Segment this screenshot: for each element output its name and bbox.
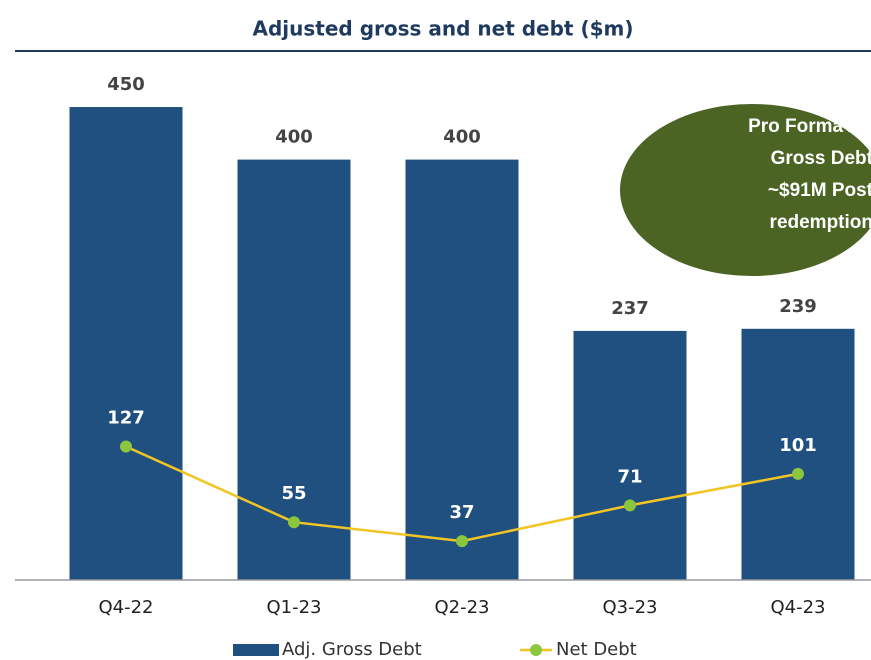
x-tick-label: Q3-23 bbox=[602, 597, 657, 618]
line-marker bbox=[792, 467, 804, 480]
callout-text: Gross Debt bbox=[771, 148, 871, 169]
bar-value-label: 237 bbox=[611, 298, 649, 319]
line-marker bbox=[120, 440, 132, 453]
chart-title: Adjusted gross and net debt ($m) bbox=[253, 17, 634, 41]
line-value-label: 127 bbox=[107, 408, 145, 429]
bar-value-label: 239 bbox=[779, 296, 817, 317]
bar bbox=[237, 159, 351, 580]
bar-value-label: 400 bbox=[443, 127, 481, 148]
bar-value-label: 450 bbox=[107, 74, 145, 95]
bar-value-label: 400 bbox=[275, 127, 313, 148]
x-tick-label: Q2-23 bbox=[434, 597, 489, 618]
callout-text: Pro Forma Ad bbox=[748, 116, 871, 137]
line-value-label: 55 bbox=[281, 483, 306, 504]
x-tick-label: Q4-23 bbox=[770, 597, 825, 618]
line-value-label: 37 bbox=[449, 502, 474, 523]
callout-bubble bbox=[620, 104, 871, 276]
bar bbox=[741, 328, 855, 580]
line-marker bbox=[456, 535, 468, 548]
line-marker bbox=[288, 516, 300, 529]
legend-marker bbox=[530, 644, 542, 656]
legend-swatch bbox=[233, 644, 279, 656]
bar bbox=[573, 330, 687, 580]
callout-text: ~$91M Post bbox=[768, 180, 871, 201]
line-value-label: 101 bbox=[779, 435, 817, 456]
callout-text: redemption bbox=[770, 212, 871, 233]
x-tick-label: Q4-22 bbox=[98, 597, 153, 618]
bar bbox=[405, 159, 519, 580]
x-tick-label: Q1-23 bbox=[266, 597, 321, 618]
legend-label: Adj. Gross Debt bbox=[282, 639, 422, 660]
bar bbox=[69, 107, 183, 581]
line-value-label: 71 bbox=[617, 466, 642, 487]
legend-label: Net Debt bbox=[556, 639, 637, 660]
line-marker bbox=[624, 499, 636, 512]
